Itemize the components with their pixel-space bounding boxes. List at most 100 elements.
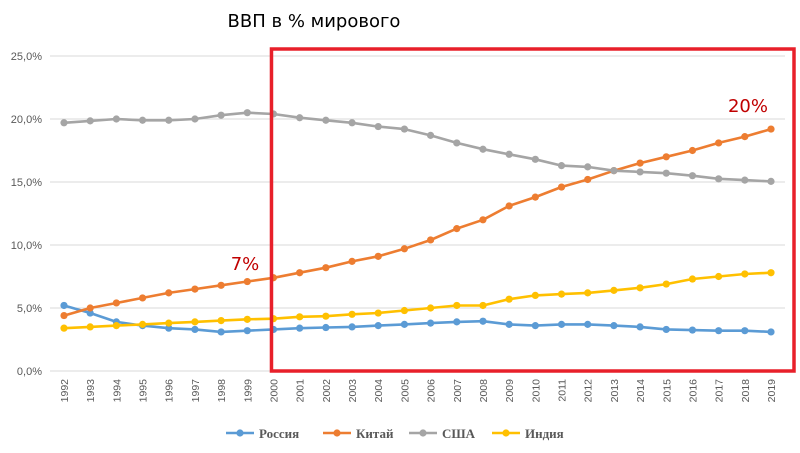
data-point	[322, 323, 330, 332]
x-tick-label: 2013	[609, 379, 621, 403]
data-point	[426, 304, 435, 312]
data-point	[217, 111, 225, 119]
x-axis: 1992 1993 1994 1995 1996 1997 1998 1999 2000 2001…	[59, 379, 778, 403]
x-tick-label: 2000	[268, 379, 280, 403]
data-point	[296, 269, 304, 277]
data-point	[243, 327, 251, 335]
x-tick-label: 2008	[478, 379, 490, 403]
chart-title: ВВП в % мирового	[228, 11, 401, 32]
data-point	[531, 291, 539, 299]
data-point	[505, 320, 513, 328]
x-tick-label: 2019	[766, 379, 778, 403]
y-tick-label: 25,0%	[11, 51, 42, 63]
data-point	[322, 312, 330, 320]
data-point	[165, 319, 173, 327]
data-point	[138, 116, 147, 124]
series-4	[60, 269, 775, 332]
data-point	[479, 216, 487, 224]
data-point	[715, 272, 723, 281]
data-point	[374, 322, 382, 330]
x-tick-label: 2018	[740, 379, 752, 403]
data-point	[767, 177, 775, 185]
data-point	[479, 317, 487, 325]
data-point	[557, 320, 566, 328]
data-point	[715, 175, 723, 183]
series-lines	[60, 109, 775, 336]
data-point	[715, 327, 723, 335]
data-point	[741, 176, 749, 184]
legend-item: США	[409, 426, 476, 441]
series-1	[60, 301, 775, 336]
data-point	[217, 317, 225, 325]
data-point	[453, 318, 461, 326]
data-point	[374, 252, 382, 260]
data-point	[531, 322, 539, 330]
data-point	[584, 163, 592, 171]
x-tick-label: 2011	[557, 379, 569, 402]
data-point	[112, 299, 120, 307]
data-point	[60, 311, 68, 320]
legend-item: Индия	[492, 426, 564, 441]
data-point	[715, 139, 723, 147]
data-point	[426, 319, 435, 327]
data-point	[86, 304, 94, 312]
x-tick-label: 2017	[714, 379, 726, 403]
legend-swatch-marker	[419, 429, 427, 437]
data-point	[165, 289, 173, 297]
data-point	[662, 153, 670, 161]
data-point	[453, 225, 461, 233]
legend-item: Россия	[226, 426, 299, 441]
data-point	[531, 155, 539, 163]
data-point	[662, 325, 670, 334]
data-point	[662, 169, 670, 177]
data-point	[400, 125, 409, 133]
data-point	[348, 310, 356, 318]
data-point	[217, 328, 225, 336]
x-tick-label: 2002	[321, 379, 333, 403]
data-point	[584, 175, 592, 184]
data-point	[165, 116, 173, 124]
x-tick-label: 1992	[59, 379, 71, 403]
data-point	[662, 280, 670, 288]
data-point	[479, 145, 487, 153]
x-tick-label: 2004	[373, 379, 385, 403]
x-tick-label: 1999	[242, 379, 254, 403]
data-point	[112, 322, 120, 330]
data-point	[688, 172, 697, 180]
x-tick-label: 2007	[452, 379, 464, 403]
x-tick-label: 2010	[530, 379, 542, 403]
data-point	[191, 285, 199, 293]
data-point	[531, 193, 539, 201]
data-point	[610, 167, 618, 175]
x-tick-label: 1998	[216, 379, 228, 403]
data-point	[165, 324, 173, 332]
x-tick-label: 2003	[347, 379, 359, 403]
data-point	[296, 313, 304, 321]
data-point	[191, 318, 199, 326]
legend-swatch-marker	[236, 429, 244, 437]
series-line	[63, 111, 772, 183]
highlight-box	[269, 47, 796, 373]
x-tick-label: 2014	[635, 379, 647, 403]
annotation-7-percent: 7%	[231, 254, 260, 275]
data-point	[348, 119, 356, 127]
data-point	[767, 328, 775, 336]
data-point	[426, 131, 435, 139]
y-tick-label: 15,0%	[11, 177, 42, 189]
data-point	[453, 301, 461, 310]
data-point	[741, 270, 749, 278]
legend-label: Россия	[259, 426, 299, 441]
data-point	[426, 236, 435, 244]
data-point	[610, 322, 618, 330]
series-line	[63, 127, 772, 317]
data-point	[374, 122, 382, 131]
data-point	[400, 320, 409, 328]
data-point	[191, 115, 199, 123]
data-point	[400, 245, 409, 253]
series-line	[63, 304, 772, 334]
series-3	[60, 109, 775, 185]
y-tick-label: 10,0%	[11, 240, 42, 252]
legend-swatch-marker	[502, 429, 510, 437]
x-tick-label: 2006	[426, 379, 438, 403]
data-point	[557, 183, 566, 191]
